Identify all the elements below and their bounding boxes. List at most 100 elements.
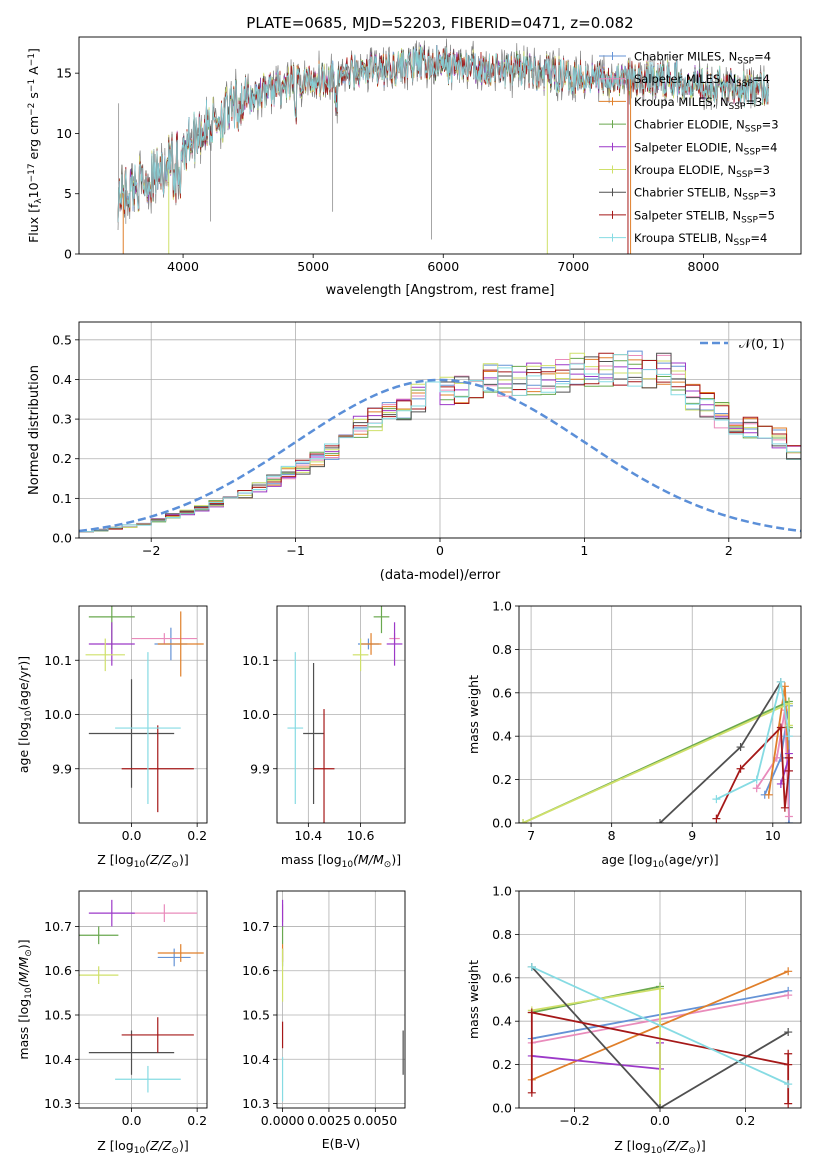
weight-point-salpeter_miles [752,784,761,793]
label-part: SSP [736,79,753,89]
x-tick-label: 4000 [167,259,199,274]
x-tick-label: 2 [725,543,733,558]
weight-point-salpeter_stelib [736,764,745,773]
age-vs-Z-axes: 0.0 0.2 9.9 10.0 10.1 [44,605,208,843]
y-tick-label: 10.7 [44,919,72,934]
label-part: Salpeter MILES, N [634,72,736,86]
label-part: SSP [741,215,758,225]
axes-frame [78,321,802,539]
residuals-axes: −2 −1 0 1 2 0.0 0.1 0.2 0.3 0.4 0.5 [52,321,802,558]
label-part: =3 [753,163,770,177]
y-tick-label: 10.6 [44,963,72,978]
x-tick-label: 0.0025 [307,1113,351,1128]
y-axis-label: mass weight [466,960,481,1039]
x-tick-label: 7 [527,828,535,843]
label-part: =4 [754,50,771,64]
label-part: (M/M [353,852,384,867]
label-part: SSP [742,192,759,202]
weight-point-kroupa_elodie [784,699,793,708]
axes-frame [78,890,208,1109]
chart-title: PLATE=0685, MJD=52203, FIBERID=0471, z=0… [246,14,633,32]
label-part: −2 [27,103,37,116]
weight-line-salpeter_stelib [715,725,790,820]
label-part: A [26,66,41,79]
weight-point-salpeter_stelib [712,814,721,823]
label-part: ⊙ [24,949,34,957]
x-axis-label: Z [log10(Z/Z⊙)] [97,852,188,870]
y-tick-label: 0.2 [52,451,72,466]
plot-area [277,891,405,1108]
y-tick-label: 0.4 [492,1014,512,1029]
label-part: =3 [759,186,776,200]
y-tick-label: 0.2 [492,772,512,787]
label-part: age [log [16,722,31,773]
weight-point-kroupa_elodie [519,819,528,823]
ticks: 0.0000 0.0025 0.0050 10.3 10.4 10.5 10.6 10.7 [242,919,397,1128]
x-tick-label: 0.2 [187,828,207,843]
axes-frame [518,890,802,1109]
label-part: Chabrier ELODIE, N [634,118,745,132]
label-part: 10 [24,987,34,999]
label-part: Z [log [97,852,133,867]
gaussian-curve [79,378,801,533]
label-part: SSP [737,56,754,66]
weight-point-salpeter_stelib [784,1099,793,1108]
label-part: Z [log [97,1138,133,1153]
x-tick-label: 0.0 [650,1113,670,1128]
label-part: =4 [761,140,778,154]
label-part: Salpeter STELIB, N [634,208,741,222]
ticks: 7 8 9 10 0.0 0.2 0.4 0.6 0.8 1.0 [492,599,781,844]
weight-point-kroupa_stelib [527,962,536,971]
y-tick-label: 10.6 [242,963,270,978]
x-tick-label: −2 [142,543,160,558]
label-part: Kroupa MILES, N [634,95,729,109]
weight-point-kroupa_miles [784,967,793,976]
label-part: Kroupa ELODIE, N [634,163,736,177]
x-tick-label: −0.2 [559,1113,589,1128]
spectrum-axes: 4000 5000 6000 7000 8000 0 5 10 15 [56,36,802,274]
x-axis-label: E(B-V) [322,1136,361,1151]
y-tick-label: 9.9 [52,761,72,776]
x-tick-label: 0.0 [122,828,142,843]
legend-label: Chabrier STELIB, NSSP=3 [634,186,776,203]
y-tick-label: 9.9 [250,761,270,776]
label-part: )] [179,1138,189,1153]
x-tick-label: 8 [608,828,616,843]
y-axis-label: Flux [fλ10−17 erg cm−2 s−1 A−1] [26,48,44,243]
ticks: 10.4 10.6 9.9 10.0 10.1 [242,653,374,843]
weight-line-salpeter_elodie [531,1042,661,1070]
label-part: ⊙ [688,1146,696,1156]
y-tick-label: 10.3 [44,1096,72,1111]
label-part: ⊙ [171,860,179,870]
weight-point-salpeter_stelib [784,1049,793,1058]
label-part: )] [696,1138,706,1153]
label-part: (Z/Z [145,852,172,867]
x-tick-label: 9 [688,828,696,843]
y-tick-label: 10.4 [242,1052,270,1067]
x-axis-label: mass [log10(M/M⊙)] [281,852,401,870]
weight-point-salpeter_miles [784,991,793,1000]
label-part: Chabrier MILES, N [634,50,737,64]
x-tick-label: 0.2 [736,1113,756,1128]
weight-point-kroupa_stelib [712,795,721,804]
label-part: (age/yr)] [664,852,719,867]
legend-label: Kroupa MILES, NSSP=3 [634,95,762,112]
x-axis-label: Z [log10(Z/Z⊙)] [614,1138,705,1156]
y-tick-label: 0.4 [52,372,72,387]
label-part: Z [log [614,1138,650,1153]
label-part: (M/M [16,957,31,988]
y-axis-label: mass [log10(M/M⊙)] [16,939,34,1059]
label-part: ⊙ [384,860,392,870]
legend-label: 𝒩(0, 1) [739,336,785,351]
label-part: −1 [27,53,37,66]
y-tick-label: 1.0 [492,884,512,899]
axes-frame [78,605,208,824]
y-tick-label: 10.1 [242,653,270,668]
label-part: SSP [729,102,746,112]
weight-point-chabrier_stelib [736,743,745,752]
label-part: 10 [24,710,34,722]
y-tick-label: 0.1 [52,491,72,506]
label-part: =3 [745,95,762,109]
label-part: (Z/Z [662,1138,689,1153]
label-part: Chabrier STELIB, N [634,186,742,200]
